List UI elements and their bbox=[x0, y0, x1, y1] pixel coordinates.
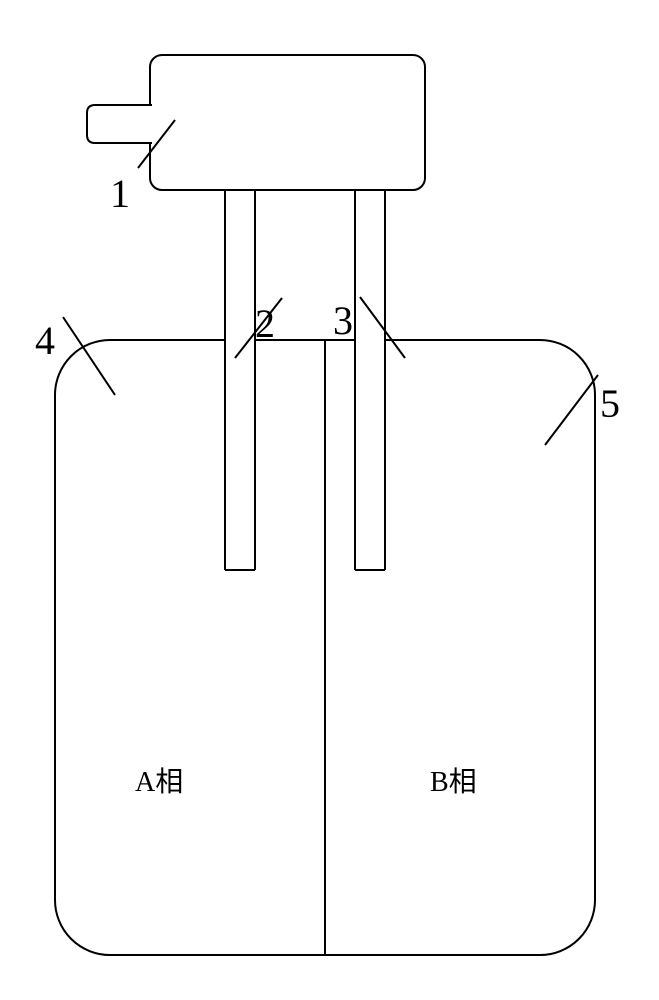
callout-line-5 bbox=[545, 375, 598, 445]
callout-number-5: 5 bbox=[600, 380, 620, 427]
phase-label-b: B相 bbox=[430, 760, 477, 800]
nozzle bbox=[87, 105, 160, 143]
diagram-svg bbox=[0, 0, 659, 1000]
tube-left bbox=[225, 186, 255, 570]
tube-right bbox=[355, 186, 385, 570]
callout-number-4: 4 bbox=[35, 317, 55, 364]
diagram-container: 1 2 3 4 5 A相 B相 bbox=[0, 0, 659, 1000]
callout-number-2: 2 bbox=[255, 300, 275, 347]
callout-number-3: 3 bbox=[333, 297, 353, 344]
pump-head bbox=[150, 55, 425, 190]
phase-label-a: A相 bbox=[135, 760, 183, 800]
callout-number-1: 1 bbox=[110, 170, 130, 217]
